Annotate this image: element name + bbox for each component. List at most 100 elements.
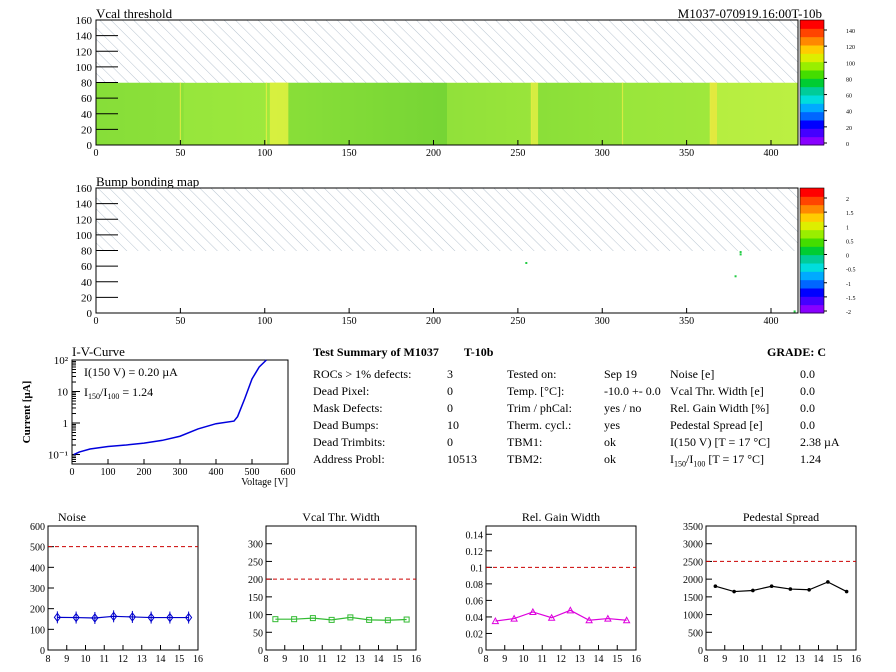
gain-width-xtick-label: 13 bbox=[575, 654, 585, 665]
pedestal-spread-xtick-label: 11 bbox=[757, 654, 767, 665]
noise-xtick-label: 16 bbox=[193, 654, 203, 665]
bump-map-palette-label: 2 bbox=[846, 197, 849, 203]
bump-map-xtick-label: 250 bbox=[510, 316, 525, 327]
bump-map-ytick-label: 100 bbox=[76, 230, 93, 242]
bump-map-xtick-label: 400 bbox=[764, 316, 779, 327]
vcal-map-stripe bbox=[288, 82, 447, 145]
summary-col2-value-1: -10.0 +- 0.0 bbox=[604, 384, 661, 398]
summary-col1-label-0: ROCs > 1% defects: bbox=[313, 367, 412, 381]
gain-width-xtick-label: 8 bbox=[484, 654, 489, 665]
vcal-width-xtick-label: 8 bbox=[264, 654, 269, 665]
bump-map-title: Bump bonding map bbox=[96, 174, 199, 189]
vcal-map-stripe bbox=[717, 82, 798, 145]
pedestal-spread-xtick-label: 10 bbox=[739, 654, 749, 665]
bump-map-palette-band bbox=[800, 304, 824, 314]
summary-col3-labels: Noise [e] Vcal Thr. Width [e] Rel. Gain Wi… bbox=[670, 366, 770, 472]
noise-xtick-label: 11 bbox=[99, 654, 109, 665]
bump-map-xtick-label: 150 bbox=[342, 316, 357, 327]
vcal-map-stripe bbox=[183, 82, 270, 145]
iv-ratio-mid: /I bbox=[100, 385, 107, 399]
bump-map-palette-band bbox=[800, 188, 824, 197]
pedestal-spread-point bbox=[807, 587, 811, 592]
summary-col3-value-4: 2.38 µA bbox=[800, 435, 840, 449]
vcal-width-series-line bbox=[275, 616, 407, 621]
bump-map: Bump bonding map 0 50 100 150 200 250 300 350 40… bbox=[76, 174, 856, 327]
pedestal-spread-series-line bbox=[715, 581, 847, 593]
noise-ytick-label: 200 bbox=[30, 605, 45, 616]
bump-map-palette-frame bbox=[799, 187, 825, 314]
pedestal-spread-ytick-label: 2500 bbox=[683, 557, 703, 568]
vcal-map-ytick-label: 40 bbox=[81, 109, 93, 121]
summary-col1-label-1: Dead Pixel: bbox=[313, 384, 370, 398]
summary-col2-label-1: Temp. [°C]: bbox=[507, 384, 565, 398]
gain-width-chart: Rel. Gain Width 8 9 10 11 12 13 14 15 16 0 0.02 0.04… bbox=[466, 510, 642, 665]
gain-width-ytick-label: 0.06 bbox=[466, 596, 484, 607]
bump-map-ytick-label: 120 bbox=[76, 214, 93, 226]
vcal-map-palette-label: 40 bbox=[846, 110, 852, 116]
vcal-map-palette-label: 140 bbox=[846, 29, 855, 35]
vcal-map-ytick-label: 100 bbox=[76, 62, 93, 74]
vcal-map-xtick-label: 0 bbox=[94, 148, 99, 159]
bump-map-palette-band bbox=[800, 288, 824, 297]
vcal-width-ytick-label: 200 bbox=[248, 575, 263, 586]
bump-map-palette-band bbox=[800, 263, 824, 272]
noise-chart-frame bbox=[47, 525, 199, 651]
bump-map-dead-bump bbox=[525, 262, 528, 264]
bump-map-palette-band bbox=[800, 296, 824, 306]
iv-xtick-label: 100 bbox=[101, 467, 116, 478]
gain-width-ytick-label: 0.04 bbox=[466, 613, 484, 624]
noise-xtick-label: 13 bbox=[137, 654, 147, 665]
iv-curve-line bbox=[73, 359, 267, 456]
vcal-map-ytick-label: 0 bbox=[87, 140, 93, 152]
vcal-map-palette-label: 80 bbox=[846, 77, 852, 83]
bump-map-ytick-label: 20 bbox=[81, 292, 93, 304]
bump-map-palette-label: -0.5 bbox=[846, 268, 856, 274]
summary-col1-values: 3 0 0 10 0 10513 bbox=[447, 366, 477, 468]
vcal-map-palette-band bbox=[800, 36, 824, 46]
vcal-map-column-stripes bbox=[96, 82, 798, 145]
pedestal-spread-point bbox=[844, 589, 849, 594]
bump-map-y-axis: 0 20 40 60 80 100 120 140 160 bbox=[76, 183, 118, 320]
summary-col3-value-5: 1.24 bbox=[800, 452, 821, 466]
iv-curve-title: I-V-Curve bbox=[72, 344, 125, 359]
summary-col1-label-4: Dead Trimbits: bbox=[313, 435, 386, 449]
bump-map-dead-bump bbox=[734, 275, 737, 278]
vcal-map-palette-band bbox=[800, 28, 824, 38]
vcal-width-ytick-label: 150 bbox=[248, 593, 263, 604]
summary-col3-value-2: 0.0 bbox=[800, 401, 815, 415]
summary-col1-label-5: Address Probl: bbox=[313, 452, 385, 466]
noise-xtick-label: 8 bbox=[46, 654, 51, 665]
pedestal-spread-xtick-label: 8 bbox=[704, 654, 709, 665]
bump-map-palette-label: 0 bbox=[846, 254, 849, 260]
vcal-width-xtick-label: 9 bbox=[282, 654, 287, 665]
bump-map-xtick-label: 100 bbox=[257, 316, 272, 327]
bump-map-ytick-label: 140 bbox=[76, 199, 93, 211]
vcal-width-xtick-label: 14 bbox=[374, 654, 384, 665]
gain-width-ytick-label: 0.08 bbox=[466, 580, 484, 591]
vcal-width-point bbox=[272, 616, 279, 623]
iv-ytick-label: 10² bbox=[54, 355, 69, 367]
summary-col3-label-3: Pedestal Spread [e] bbox=[670, 418, 763, 432]
pedestal-spread-point bbox=[732, 589, 736, 594]
summary-col2-labels: Tested on: Temp. [°C]: Trim / phCal: Therm.… bbox=[507, 366, 572, 468]
bump-map-ytick-label: 80 bbox=[81, 246, 93, 258]
iv-axes: 0 100 200 300 400 500 600 10⁻¹ 1 10 10² bbox=[48, 355, 296, 478]
pedestal-spread-xtick-label: 13 bbox=[795, 654, 805, 665]
iv-annotation-current: I(150 V) = 0.20 µA bbox=[84, 365, 178, 379]
pedestal-spread-ytick-label: 1500 bbox=[683, 593, 703, 604]
vcal-width-ytick-label: 300 bbox=[248, 540, 263, 551]
pedestal-spread-ytick-label: 0 bbox=[698, 646, 703, 657]
vcal-map-title: Vcal threshold bbox=[96, 6, 173, 21]
pedestal-spread-xtick-label: 16 bbox=[851, 654, 861, 665]
summary-col2-label-4: TBM1: bbox=[507, 435, 543, 449]
bump-map-palette-band bbox=[800, 254, 824, 264]
vcal-map-ytick-label: 20 bbox=[81, 124, 93, 136]
summary-col2-value-3: yes bbox=[604, 418, 620, 432]
vcal-map-y-axis: 0 20 40 60 80 100 120 140 160 bbox=[76, 15, 118, 152]
gain-width-xtick-label: 9 bbox=[502, 654, 507, 665]
gain-width-xtick-label: 10 bbox=[519, 654, 529, 665]
vcal-map-palette-band bbox=[800, 103, 824, 113]
gain-width-point bbox=[491, 617, 500, 625]
iv-annotation-ratio: I150/I100 = 1.24 bbox=[84, 385, 153, 401]
